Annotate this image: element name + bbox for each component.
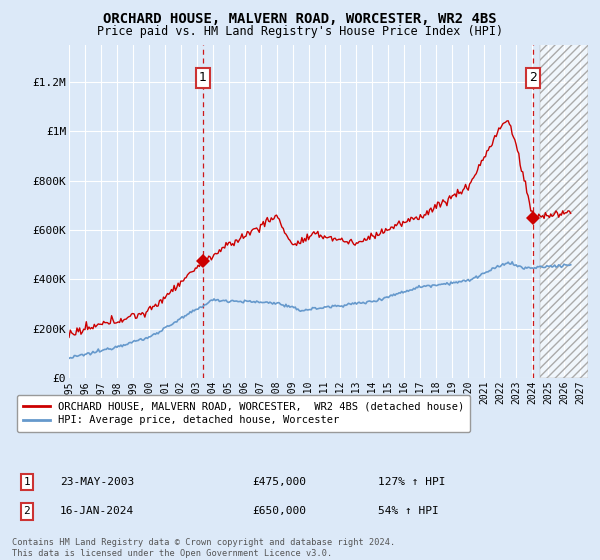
Text: 16-JAN-2024: 16-JAN-2024 — [60, 506, 134, 516]
Legend: ORCHARD HOUSE, MALVERN ROAD, WORCESTER,  WR2 4BS (detached house), HPI: Average : ORCHARD HOUSE, MALVERN ROAD, WORCESTER, … — [17, 395, 470, 432]
Text: Price paid vs. HM Land Registry's House Price Index (HPI): Price paid vs. HM Land Registry's House … — [97, 25, 503, 38]
Text: 1: 1 — [199, 72, 207, 85]
Text: 2: 2 — [23, 506, 31, 516]
Text: ORCHARD HOUSE, MALVERN ROAD, WORCESTER, WR2 4BS: ORCHARD HOUSE, MALVERN ROAD, WORCESTER, … — [103, 12, 497, 26]
Text: 127% ↑ HPI: 127% ↑ HPI — [378, 477, 445, 487]
Text: £650,000: £650,000 — [252, 506, 306, 516]
Text: 23-MAY-2003: 23-MAY-2003 — [60, 477, 134, 487]
Text: £475,000: £475,000 — [252, 477, 306, 487]
Text: 2: 2 — [529, 72, 536, 85]
Text: 54% ↑ HPI: 54% ↑ HPI — [378, 506, 439, 516]
Text: Contains HM Land Registry data © Crown copyright and database right 2024.
This d: Contains HM Land Registry data © Crown c… — [12, 538, 395, 558]
Text: 1: 1 — [23, 477, 31, 487]
